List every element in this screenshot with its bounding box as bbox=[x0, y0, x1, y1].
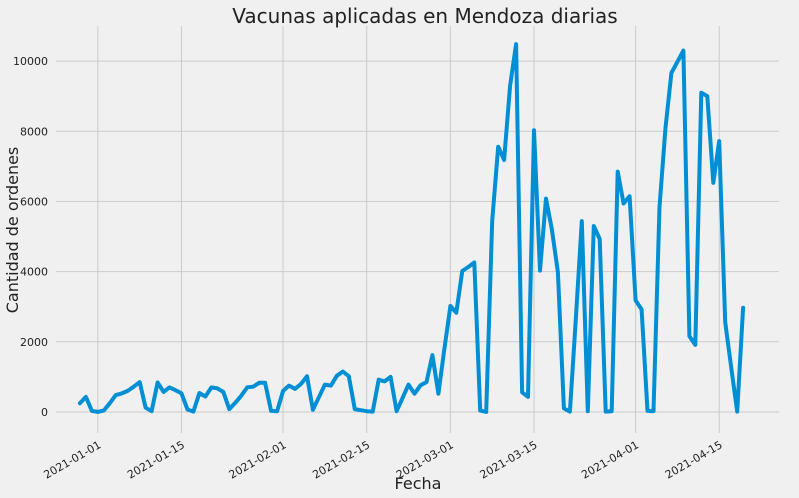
y-tick-label: 8000 bbox=[20, 125, 48, 138]
y-tick-label: 2000 bbox=[20, 336, 48, 349]
x-tick-label: 2021-01-15 bbox=[125, 438, 187, 481]
y-axis-label: Cantidad de ordenes bbox=[3, 147, 22, 314]
y-tick-label: 10000 bbox=[13, 55, 48, 68]
x-tick-label: 2021-03-15 bbox=[478, 438, 540, 481]
series-line bbox=[77, 42, 746, 414]
x-tick-label: 2021-02-01 bbox=[227, 438, 289, 481]
x-tick-label: 2021-04-15 bbox=[663, 438, 725, 481]
line-layer bbox=[77, 42, 746, 414]
y-tick-label: 0 bbox=[41, 406, 48, 419]
chart-title: Vacunas aplicadas en Mendoza diarias bbox=[232, 4, 617, 28]
grid-layer bbox=[56, 26, 779, 433]
y-tick-label: 4000 bbox=[20, 266, 48, 279]
x-tick-label: 2021-02-15 bbox=[310, 438, 372, 481]
x-tick-label: 2021-01-01 bbox=[41, 438, 103, 481]
x-axis-label: Fecha bbox=[395, 474, 442, 493]
y-tick-label: 6000 bbox=[20, 195, 48, 208]
x-tick-label: 2021-04-01 bbox=[579, 438, 641, 481]
